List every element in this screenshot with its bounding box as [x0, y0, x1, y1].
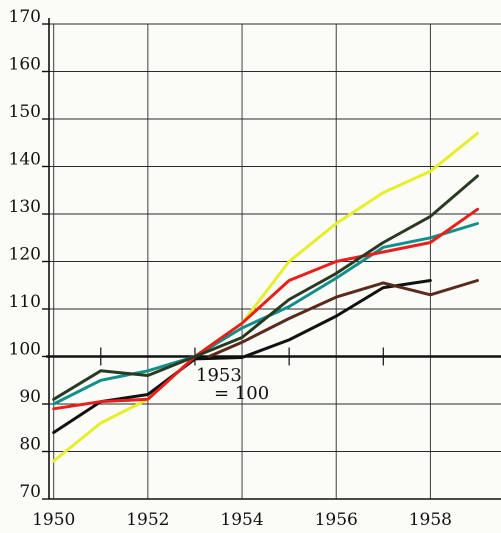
series-group [52, 131, 479, 463]
y-tick-label: 150 [9, 102, 41, 122]
series-line-1 [52, 131, 479, 463]
tick-labels: 70 80 90 100 110 120 130 140 150 160 170 1950 1952 19… [9, 7, 452, 530]
y-tick-label: 140 [9, 150, 41, 170]
x-tick-label: 1950 [32, 510, 75, 530]
y-tick-label: 130 [9, 197, 41, 217]
y-tick-label: 110 [9, 292, 41, 312]
series-line-5 [52, 174, 479, 401]
y-tick-label: 70 [19, 482, 41, 502]
series-line-4 [52, 207, 479, 411]
x-tick-label: 1956 [315, 510, 358, 530]
y-tick-label: 100 [9, 340, 41, 360]
annotation-year: 1953 [196, 365, 242, 386]
annotation-group: 1953 = 100 [196, 365, 269, 404]
series-line-2 [52, 279, 432, 434]
y-tick-label: 90 [19, 387, 41, 407]
x-tick-label: 1958 [409, 510, 452, 530]
x-tick-label: 1952 [126, 510, 169, 530]
series-line-6 [207, 279, 479, 358]
y-tick-label: 160 [9, 55, 41, 75]
y-tick-label: 120 [9, 245, 41, 265]
x-tick-label: 1954 [220, 510, 263, 530]
y-tick-label: 80 [19, 435, 41, 455]
y-tick-label: 170 [9, 7, 41, 27]
annotation-base: = 100 [214, 383, 269, 404]
